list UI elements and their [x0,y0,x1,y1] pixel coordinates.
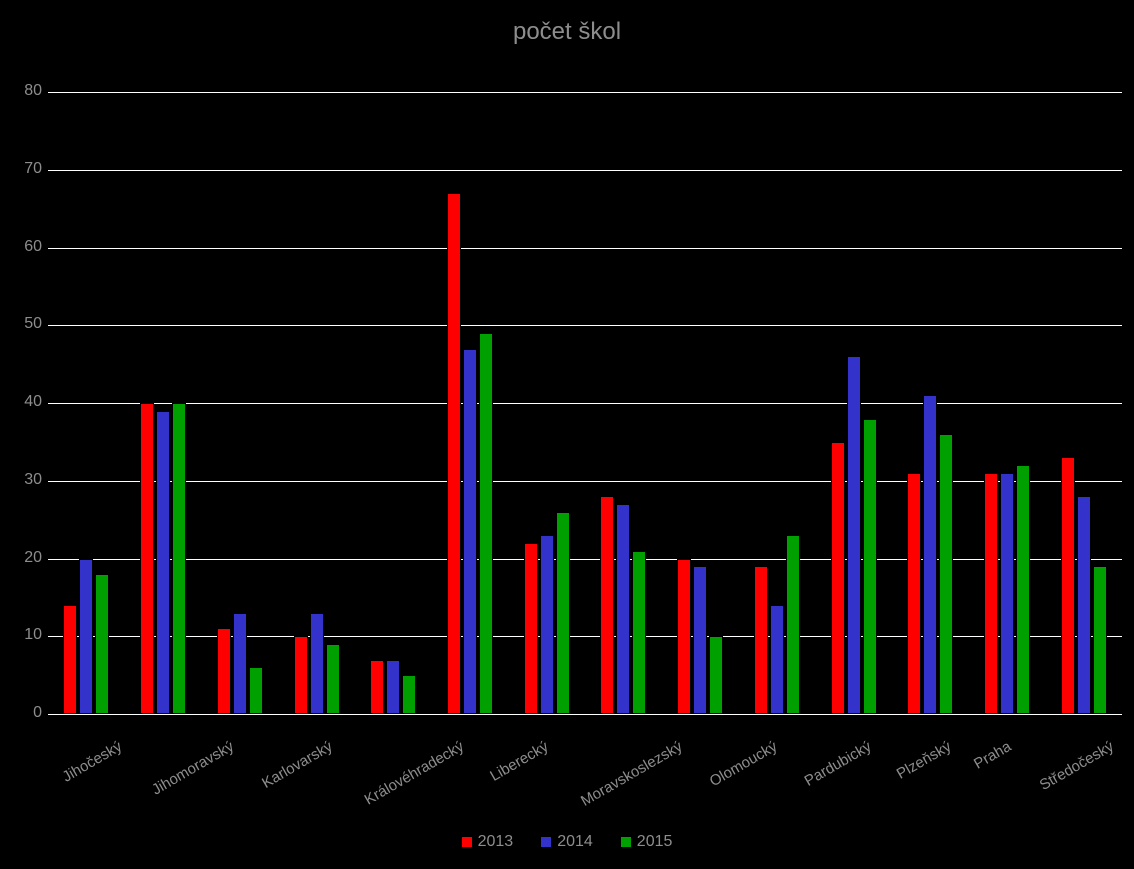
x-tick-label: Královéhradecký [362,728,485,809]
legend-label: 2013 [478,833,514,851]
bar [217,628,231,714]
bar [1061,457,1075,714]
category-group [1045,92,1122,714]
category-group [201,92,278,714]
bar [770,605,784,714]
legend-item: 2015 [621,833,673,851]
bar [233,613,247,714]
bar [693,566,707,714]
category-group [355,92,432,714]
bar [294,636,308,714]
bar [95,574,109,714]
legend-item: 2014 [541,833,593,851]
y-tick-label: 30 [12,471,42,489]
bar [1077,496,1091,714]
x-tick-label: Pardubický [802,728,892,790]
bar [677,559,691,715]
category-group [969,92,1046,714]
x-tick-label: Moravskoslezský [578,728,703,810]
category-group [738,92,815,714]
legend-swatch [621,837,631,847]
category-group [508,92,585,714]
x-tick-label: Olomoucký [707,728,798,790]
bar [984,473,998,714]
bar [540,535,554,714]
y-tick-label: 70 [12,160,42,178]
category-group [432,92,509,714]
category-group [815,92,892,714]
x-tick-label: Liberecký [487,728,568,785]
bar [310,613,324,714]
bar [370,660,384,714]
bar [326,644,340,714]
bar [907,473,921,714]
x-labels: JihočeskýJihomoravskýKarlovarskýKrálovéh… [48,720,1122,737]
y-tick-label: 10 [12,626,42,644]
category-group [125,92,202,714]
bar [831,442,845,714]
bar [1016,465,1030,714]
y-tick-label: 60 [12,238,42,256]
bar [249,667,263,714]
bar [79,559,93,715]
x-tick-label: Plzeňský [894,728,972,783]
bar [140,403,154,714]
bar [863,419,877,714]
bar [923,395,937,714]
x-tick-label: Jihomoravský [149,728,254,799]
y-tick-label: 50 [12,315,42,333]
category-group [278,92,355,714]
x-tick-label: Jihočeský [60,728,143,786]
legend-label: 2014 [557,833,593,851]
y-tick-label: 0 [12,704,42,722]
legend-item: 2013 [462,833,514,851]
category-group [662,92,739,714]
y-tick-label: 80 [12,82,42,100]
legend-swatch [541,837,551,847]
bar [709,636,723,714]
bar [463,349,477,714]
bar [447,193,461,714]
bar [786,535,800,714]
bar [632,551,646,714]
bar [556,512,570,714]
bar [939,434,953,714]
gridline [48,714,1122,715]
legend-label: 2015 [637,833,673,851]
legend: 2013 2014 2015 [0,833,1134,851]
bar [616,504,630,714]
bars-container [48,92,1122,714]
y-tick-label: 20 [12,549,42,567]
bar [1000,473,1014,714]
category-group [585,92,662,714]
bar [63,605,77,714]
bar [754,566,768,714]
bar [402,675,416,714]
bar [172,403,186,714]
chart-title: počet škol [0,18,1134,46]
bar [1093,566,1107,714]
bar [847,356,861,714]
category-group [892,92,969,714]
bar [524,543,538,714]
y-tick-label: 40 [12,393,42,411]
bar [386,660,400,714]
bar [600,496,614,714]
x-tick-label: Středočeský [1037,728,1134,794]
category-group [48,92,125,714]
legend-swatch [462,837,472,847]
bar [156,411,170,714]
x-tick-label: Karlovarský [259,728,353,792]
bar [479,333,493,714]
x-tick-label: Praha [971,728,1031,773]
